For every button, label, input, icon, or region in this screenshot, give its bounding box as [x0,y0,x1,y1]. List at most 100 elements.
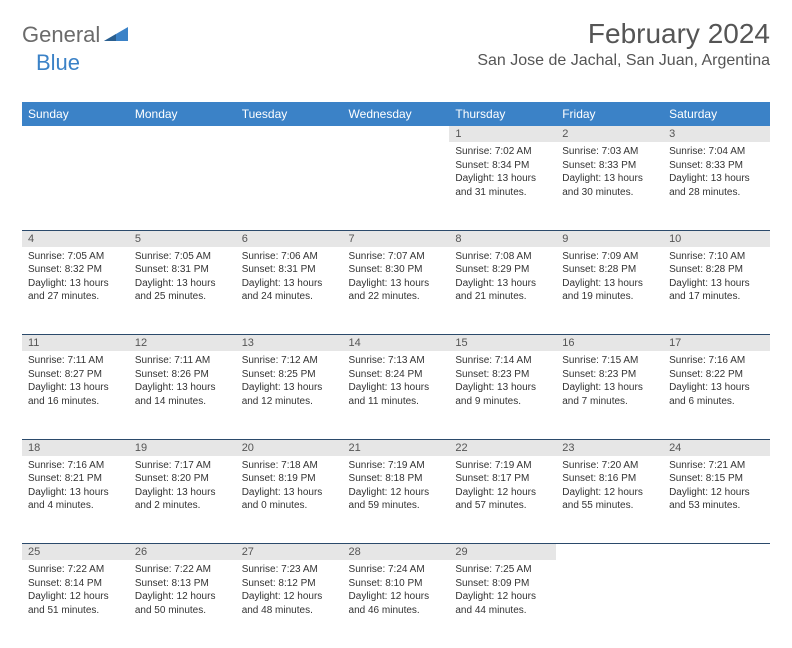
day-cell-body: Sunrise: 7:12 AMSunset: 8:25 PMDaylight:… [236,351,343,414]
day-cell: Sunrise: 7:06 AMSunset: 8:31 PMDaylight:… [236,247,343,335]
day-cell-body: Sunrise: 7:11 AMSunset: 8:26 PMDaylight:… [129,351,236,414]
day-cell: Sunrise: 7:20 AMSunset: 8:16 PMDaylight:… [556,456,663,544]
day-number [343,126,450,142]
week-row: Sunrise: 7:02 AMSunset: 8:34 PMDaylight:… [22,142,770,230]
day-cell: Sunrise: 7:22 AMSunset: 8:13 PMDaylight:… [129,560,236,648]
day-number: 16 [556,335,663,352]
day-number: 7 [343,230,450,247]
day-cell: Sunrise: 7:23 AMSunset: 8:12 PMDaylight:… [236,560,343,648]
brand-triangle-icon [104,25,128,46]
day-number: 4 [22,230,129,247]
calendar-table: Sunday Monday Tuesday Wednesday Thursday… [22,102,770,648]
day-cell: Sunrise: 7:08 AMSunset: 8:29 PMDaylight:… [449,247,556,335]
day-cell-body: Sunrise: 7:08 AMSunset: 8:29 PMDaylight:… [449,247,556,310]
day-cell-body: Sunrise: 7:10 AMSunset: 8:28 PMDaylight:… [663,247,770,310]
day-number: 11 [22,335,129,352]
day-cell-body: Sunrise: 7:17 AMSunset: 8:20 PMDaylight:… [129,456,236,519]
day-cell-body: Sunrise: 7:20 AMSunset: 8:16 PMDaylight:… [556,456,663,519]
brand-logo: General [22,18,130,48]
daynum-row: 18192021222324 [22,439,770,456]
day-cell-body: Sunrise: 7:07 AMSunset: 8:30 PMDaylight:… [343,247,450,310]
day-cell-body: Sunrise: 7:02 AMSunset: 8:34 PMDaylight:… [449,142,556,205]
col-wednesday: Wednesday [343,102,450,126]
day-cell: Sunrise: 7:21 AMSunset: 8:15 PMDaylight:… [663,456,770,544]
day-number: 15 [449,335,556,352]
day-number: 9 [556,230,663,247]
day-number: 12 [129,335,236,352]
day-number: 25 [22,544,129,561]
day-cell: Sunrise: 7:12 AMSunset: 8:25 PMDaylight:… [236,351,343,439]
day-number: 28 [343,544,450,561]
day-cell: Sunrise: 7:11 AMSunset: 8:26 PMDaylight:… [129,351,236,439]
day-cell: Sunrise: 7:19 AMSunset: 8:18 PMDaylight:… [343,456,450,544]
day-number: 29 [449,544,556,561]
day-cell-body: Sunrise: 7:25 AMSunset: 8:09 PMDaylight:… [449,560,556,623]
col-monday: Monday [129,102,236,126]
day-cell-body: Sunrise: 7:19 AMSunset: 8:18 PMDaylight:… [343,456,450,519]
day-number: 10 [663,230,770,247]
day-cell: Sunrise: 7:11 AMSunset: 8:27 PMDaylight:… [22,351,129,439]
col-sunday: Sunday [22,102,129,126]
day-number: 20 [236,439,343,456]
day-number [22,126,129,142]
day-cell-body: Sunrise: 7:03 AMSunset: 8:33 PMDaylight:… [556,142,663,205]
day-cell: Sunrise: 7:15 AMSunset: 8:23 PMDaylight:… [556,351,663,439]
day-cell-body: Sunrise: 7:19 AMSunset: 8:17 PMDaylight:… [449,456,556,519]
day-cell-body: Sunrise: 7:15 AMSunset: 8:23 PMDaylight:… [556,351,663,414]
day-number: 17 [663,335,770,352]
day-cell: Sunrise: 7:18 AMSunset: 8:19 PMDaylight:… [236,456,343,544]
day-cell [22,142,129,230]
col-tuesday: Tuesday [236,102,343,126]
day-cell: Sunrise: 7:14 AMSunset: 8:23 PMDaylight:… [449,351,556,439]
day-number: 24 [663,439,770,456]
day-cell [343,142,450,230]
day-cell: Sunrise: 7:19 AMSunset: 8:17 PMDaylight:… [449,456,556,544]
day-number: 21 [343,439,450,456]
day-cell [236,142,343,230]
day-cell [556,560,663,648]
day-number: 2 [556,126,663,142]
day-cell: Sunrise: 7:10 AMSunset: 8:28 PMDaylight:… [663,247,770,335]
month-title: February 2024 [477,18,770,50]
day-number: 6 [236,230,343,247]
day-cell: Sunrise: 7:03 AMSunset: 8:33 PMDaylight:… [556,142,663,230]
daynum-row: 123 [22,126,770,142]
col-saturday: Saturday [663,102,770,126]
day-cell-body: Sunrise: 7:16 AMSunset: 8:22 PMDaylight:… [663,351,770,414]
day-cell-body: Sunrise: 7:05 AMSunset: 8:32 PMDaylight:… [22,247,129,310]
day-cell: Sunrise: 7:22 AMSunset: 8:14 PMDaylight:… [22,560,129,648]
daynum-row: 11121314151617 [22,335,770,352]
day-cell-body: Sunrise: 7:04 AMSunset: 8:33 PMDaylight:… [663,142,770,205]
day-cell-body: Sunrise: 7:23 AMSunset: 8:12 PMDaylight:… [236,560,343,623]
day-number: 8 [449,230,556,247]
day-cell-body: Sunrise: 7:05 AMSunset: 8:31 PMDaylight:… [129,247,236,310]
day-cell: Sunrise: 7:05 AMSunset: 8:31 PMDaylight:… [129,247,236,335]
daynum-row: 45678910 [22,230,770,247]
day-cell-body: Sunrise: 7:21 AMSunset: 8:15 PMDaylight:… [663,456,770,519]
day-cell-body: Sunrise: 7:16 AMSunset: 8:21 PMDaylight:… [22,456,129,519]
brand-name-1: General [22,22,100,48]
day-cell: Sunrise: 7:05 AMSunset: 8:32 PMDaylight:… [22,247,129,335]
day-cell-body: Sunrise: 7:24 AMSunset: 8:10 PMDaylight:… [343,560,450,623]
day-cell-body: Sunrise: 7:22 AMSunset: 8:13 PMDaylight:… [129,560,236,623]
day-cell [663,560,770,648]
weekday-header-row: Sunday Monday Tuesday Wednesday Thursday… [22,102,770,126]
week-row: Sunrise: 7:16 AMSunset: 8:21 PMDaylight:… [22,456,770,544]
daynum-row: 2526272829 [22,544,770,561]
day-cell-body: Sunrise: 7:13 AMSunset: 8:24 PMDaylight:… [343,351,450,414]
day-cell: Sunrise: 7:09 AMSunset: 8:28 PMDaylight:… [556,247,663,335]
day-number: 22 [449,439,556,456]
day-cell: Sunrise: 7:16 AMSunset: 8:22 PMDaylight:… [663,351,770,439]
day-number: 27 [236,544,343,561]
brand-name-2: Blue [36,50,80,75]
day-number: 18 [22,439,129,456]
day-cell: Sunrise: 7:04 AMSunset: 8:33 PMDaylight:… [663,142,770,230]
week-row: Sunrise: 7:22 AMSunset: 8:14 PMDaylight:… [22,560,770,648]
day-cell-body: Sunrise: 7:09 AMSunset: 8:28 PMDaylight:… [556,247,663,310]
day-number [236,126,343,142]
day-number: 26 [129,544,236,561]
day-cell: Sunrise: 7:25 AMSunset: 8:09 PMDaylight:… [449,560,556,648]
day-number: 19 [129,439,236,456]
day-cell: Sunrise: 7:17 AMSunset: 8:20 PMDaylight:… [129,456,236,544]
day-cell: Sunrise: 7:13 AMSunset: 8:24 PMDaylight:… [343,351,450,439]
